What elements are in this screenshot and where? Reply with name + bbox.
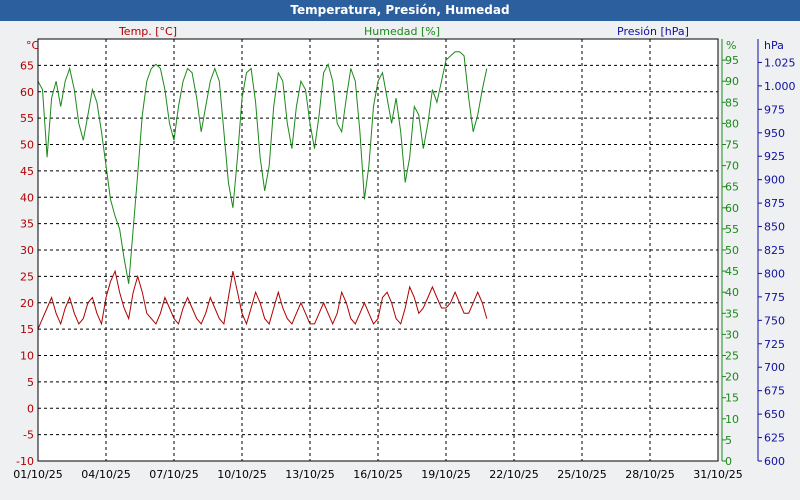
temperature-tick-label: 5 — [27, 376, 34, 389]
temperature-tick-label: 45 — [20, 165, 34, 178]
humidity-tick-label: 90 — [725, 75, 739, 88]
humidity-tick-label: 25 — [725, 350, 739, 363]
pressure-tick-label: 725 — [764, 338, 785, 351]
x-tick-label: 04/10/25 — [81, 468, 130, 481]
plot-border — [37, 38, 719, 462]
x-tick-label: 22/10/25 — [489, 468, 538, 481]
humidity-tick-label: 10 — [725, 413, 739, 426]
pressure-tick-label: 625 — [764, 432, 785, 445]
pressure-tick-label: 600 — [764, 455, 785, 468]
humidity-tick-label: 50 — [725, 244, 739, 257]
temperature-tick-label: 10 — [20, 350, 34, 363]
pressure-tick-label: 1.025 — [764, 56, 796, 69]
humidity-tick-label: 70 — [725, 160, 739, 173]
pressure-tick-label: 950 — [764, 127, 785, 140]
x-tick-label: 31/10/25 — [693, 468, 742, 481]
chart-area: 65 60 55 50 45 40 35 30 25 20 15 10 5 0 -5 -10 95 90 85 80… — [0, 21, 800, 500]
window-title-bar: Temperatura, Presión, Humedad — [0, 0, 800, 21]
humidity-axis-header: Humedad [%] — [364, 25, 440, 38]
temperature-tick-label: 40 — [20, 191, 34, 204]
pressure-tick-label: 925 — [764, 150, 785, 163]
temperature-tick-label: 20 — [20, 297, 34, 310]
x-axis: 01/10/25 04/10/25 07/10/25 10/10/25 13/10/25… — [13, 468, 742, 481]
humidity-tick-label: 30 — [725, 328, 739, 341]
humidity-tick-label: 65 — [725, 181, 739, 194]
x-tick-label: 28/10/25 — [625, 468, 674, 481]
pressure-tick-label: 875 — [764, 197, 785, 210]
humidity-tick-label: 55 — [725, 223, 739, 236]
humidity-tick-label: 95 — [725, 54, 739, 67]
humidity-series-line — [37, 51, 488, 284]
temperature-tick-label: 60 — [20, 86, 34, 99]
x-tick-label: 19/10/25 — [421, 468, 470, 481]
temperature-tick-label: 50 — [20, 139, 34, 152]
temperature-tick-label: 55 — [20, 112, 34, 125]
pressure-axis: 1.025 1.000 975 950 925 900 875 850 825 800 775 750… — [757, 39, 796, 468]
grid-lines — [37, 39, 719, 462]
humidity-unit-label: % — [726, 39, 736, 52]
window-title: Temperatura, Presión, Humedad — [290, 3, 510, 17]
pressure-tick-label: 650 — [764, 408, 785, 421]
x-tick-label: 10/10/25 — [217, 468, 266, 481]
humidity-tick-label: 20 — [725, 371, 739, 384]
pressure-tick-label: 775 — [764, 291, 785, 304]
humidity-tick-label: 5 — [725, 434, 732, 447]
pressure-tick-label: 850 — [764, 221, 785, 234]
humidity-tick-label: 40 — [725, 286, 739, 299]
pressure-axis-header: Presión [hPa] — [617, 25, 689, 38]
humidity-tick-label: 15 — [725, 392, 739, 405]
pressure-unit-label: hPa — [764, 39, 784, 52]
temperature-tick-label: -5 — [23, 429, 34, 442]
humidity-tick-label: 85 — [725, 96, 739, 109]
series-layer — [37, 51, 488, 330]
humidity-tick-label: 80 — [725, 117, 739, 130]
pressure-tick-label: 700 — [764, 361, 785, 374]
temperature-unit-label: °C — [26, 39, 40, 52]
temperature-axis-header: Temp. [°C] — [118, 25, 177, 38]
humidity-tick-label: 60 — [725, 202, 739, 215]
x-tick-label: 16/10/25 — [353, 468, 402, 481]
temperature-tick-label: 65 — [20, 59, 34, 72]
pressure-tick-label: 1.000 — [764, 80, 796, 93]
x-tick-label: 13/10/25 — [285, 468, 334, 481]
pressure-tick-label: 900 — [764, 174, 785, 187]
x-tick-label: 25/10/25 — [557, 468, 606, 481]
pressure-tick-label: 975 — [764, 103, 785, 116]
humidity-tick-label: 35 — [725, 307, 739, 320]
pressure-tick-label: 800 — [764, 267, 785, 280]
x-tick-label: 01/10/25 — [13, 468, 62, 481]
temperature-tick-label: 30 — [20, 244, 34, 257]
temperature-series-line — [37, 269, 488, 330]
temperature-tick-label: 25 — [20, 270, 34, 283]
temperature-tick-label: 0 — [27, 402, 34, 415]
humidity-tick-label: 45 — [725, 265, 739, 278]
pressure-tick-label: 750 — [764, 314, 785, 327]
humidity-tick-label: 0 — [725, 455, 732, 468]
humidity-tick-label: 75 — [725, 139, 739, 152]
temperature-tick-label: 15 — [20, 323, 34, 336]
pressure-tick-label: 675 — [764, 385, 785, 398]
temperature-tick-label: -10 — [16, 455, 34, 468]
temperature-tick-label: 35 — [20, 218, 34, 231]
pressure-tick-label: 825 — [764, 244, 785, 257]
x-tick-label: 07/10/25 — [149, 468, 198, 481]
